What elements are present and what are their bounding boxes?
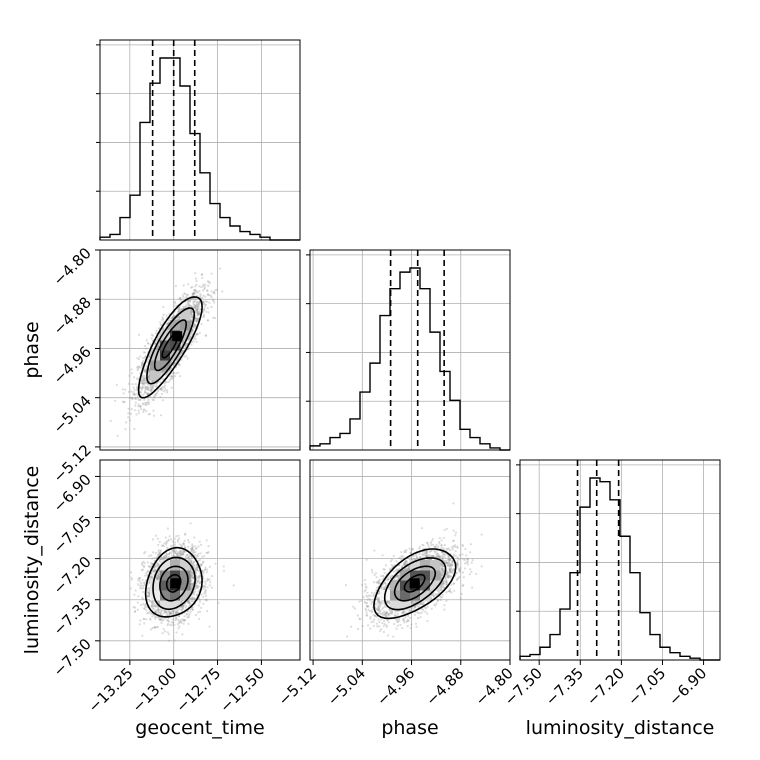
x-axis-label-luminosity_distance: luminosity_distance	[526, 717, 715, 739]
density-panel-phase-vs-luminosity_distance	[309, 459, 511, 661]
y-tick-label: −4.96	[50, 343, 95, 388]
hist-panel-luminosity_distance	[516, 459, 721, 661]
histogram-phase	[309, 267, 510, 451]
density-cell	[150, 350, 161, 361]
y-tick-label: −7.05	[50, 512, 95, 557]
contour-level-4	[373, 548, 457, 620]
contour-level-1	[403, 573, 426, 593]
panel-frame	[309, 459, 511, 661]
density-cell	[420, 560, 431, 571]
contour-level-1	[161, 331, 179, 359]
y-tick-label: −4.88	[50, 293, 95, 338]
density-cell	[160, 330, 171, 341]
x-tick-label: −12.75	[172, 664, 224, 716]
y-tick-label: −7.50	[50, 635, 95, 680]
density-cell	[400, 590, 411, 601]
density-cell	[170, 590, 181, 601]
density-cell	[180, 330, 191, 341]
hist-panel-phase	[306, 249, 511, 451]
density-panel-geocent_time-vs-luminosity_distance	[99, 459, 301, 661]
x-tick-label: −4.88	[422, 664, 467, 709]
panel-frame	[519, 459, 721, 661]
x-tick-label: −7.35	[542, 664, 587, 709]
density-peak	[170, 578, 181, 589]
density-cell	[390, 600, 401, 611]
density-cell	[160, 590, 171, 601]
x-tick-label: −13.00	[129, 664, 181, 716]
density-cell	[180, 580, 191, 591]
y-tick-label: −4.80	[50, 244, 95, 289]
y-tick-label: −5.04	[50, 392, 95, 437]
contour-level-2	[153, 319, 188, 372]
contour-level-3	[152, 556, 196, 611]
density-cell	[170, 350, 181, 361]
x-tick-label: −12.50	[216, 664, 268, 716]
density-cell	[170, 560, 181, 571]
contour-level-3	[146, 307, 196, 385]
density-cell	[180, 310, 191, 321]
x-tick-label: −5.04	[324, 664, 369, 709]
density-cell	[150, 370, 161, 381]
x-tick-label: −13.25	[85, 664, 137, 716]
density-cell	[420, 580, 431, 591]
density-cell	[410, 590, 421, 601]
density-panel-geocent_time-vs-phase	[99, 249, 301, 451]
density-cell	[430, 560, 441, 571]
y-axis-label-phase: phase	[21, 321, 43, 378]
density-cell	[160, 570, 171, 581]
x-tick-label: −5.12	[275, 664, 320, 709]
density-cell	[170, 600, 181, 611]
panel-frame	[99, 249, 301, 451]
density-cell	[180, 570, 191, 581]
x-axis-label-phase: phase	[381, 717, 438, 739]
density-cell	[420, 590, 431, 601]
density-cell	[150, 580, 161, 591]
density-cell	[150, 590, 161, 601]
density-cell	[180, 590, 191, 601]
x-tick-label: −7.20	[583, 664, 628, 709]
x-axis-label-geocent_time: geocent_time	[135, 717, 264, 739]
x-tick-label: −6.90	[665, 664, 710, 709]
y-tick-label: −7.35	[50, 594, 95, 639]
density-cell	[420, 570, 431, 581]
density-cell	[180, 560, 191, 571]
x-tick-label: −4.96	[373, 664, 418, 709]
contour-level-2	[393, 565, 437, 602]
contour-level-4	[137, 296, 203, 399]
contour-level-2	[159, 565, 189, 602]
contour-level-4	[144, 546, 203, 618]
histogram-luminosity_distance	[519, 477, 720, 661]
density-cell	[160, 350, 171, 361]
density-cell	[160, 580, 171, 591]
hist-panel-geocent_time	[96, 39, 301, 241]
contour-level-1	[165, 574, 182, 593]
density-cell	[390, 580, 401, 591]
density-cell	[180, 320, 191, 331]
y-tick-label: −7.20	[50, 553, 95, 598]
density-cell	[160, 600, 171, 611]
y-axis-label-luminosity_distance: luminosity_distance	[21, 466, 43, 655]
panel-frame	[309, 249, 511, 451]
density-cell	[400, 600, 411, 611]
contour-level-3	[383, 557, 447, 611]
panel-frame	[99, 459, 301, 661]
panel-frame	[99, 39, 301, 241]
density-cell	[160, 560, 171, 571]
density-peak	[409, 578, 420, 589]
x-tick-label: −7.05	[624, 664, 669, 709]
density-cell	[410, 560, 421, 571]
density-cell	[430, 580, 441, 591]
